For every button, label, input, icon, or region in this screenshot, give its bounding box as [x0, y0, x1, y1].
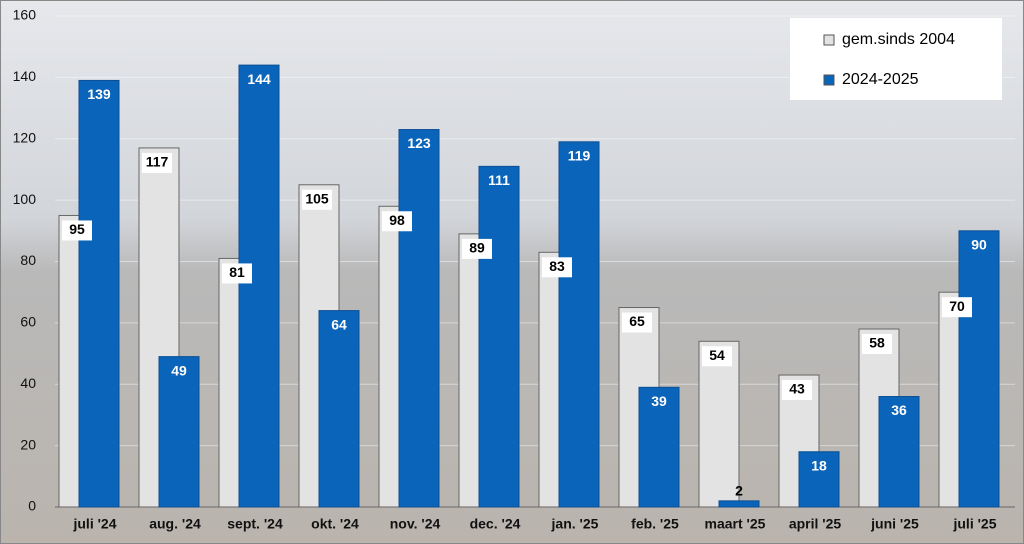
data-label-box — [542, 257, 572, 278]
y-tick-label: 60 — [20, 314, 36, 330]
bar — [638, 386, 680, 508]
data-label: 81 — [229, 264, 245, 280]
x-tick-label: juli '25 — [952, 516, 996, 532]
data-label-box — [782, 380, 812, 401]
bar — [398, 129, 440, 508]
x-tick-label: sept. '24 — [227, 516, 283, 532]
y-tick-label: 160 — [13, 7, 37, 23]
bar — [798, 451, 840, 508]
data-label: 64 — [331, 316, 347, 332]
data-label: 144 — [247, 71, 271, 87]
data-label-box — [862, 334, 892, 355]
y-tick-label: 120 — [13, 129, 37, 145]
x-tick-label: april '25 — [789, 516, 842, 532]
data-label: 111 — [488, 172, 510, 188]
data-label: 119 — [568, 148, 591, 164]
y-tick-label: 80 — [20, 252, 36, 268]
data-label: 39 — [651, 393, 667, 409]
data-label-box — [942, 297, 972, 318]
y-tick-label: 0 — [28, 498, 36, 514]
bar — [318, 310, 360, 508]
y-tick-label: 140 — [13, 68, 37, 84]
bar — [158, 356, 200, 508]
data-label: 49 — [171, 362, 187, 378]
data-label-box — [142, 152, 172, 173]
data-label-box — [382, 211, 412, 232]
x-tick-label: juli '24 — [72, 516, 116, 532]
data-label: 58 — [869, 335, 885, 351]
data-label: 43 — [789, 381, 805, 397]
data-label: 70 — [949, 298, 965, 314]
bar — [238, 64, 280, 508]
data-label: 18 — [811, 457, 827, 473]
x-tick-label: maart '25 — [705, 516, 766, 532]
x-tick-label: aug. '24 — [149, 516, 201, 532]
bar — [958, 230, 1000, 508]
data-label: 105 — [305, 190, 329, 206]
bar — [878, 396, 920, 508]
bar — [698, 340, 740, 508]
x-tick-label: okt. '24 — [311, 516, 359, 532]
y-tick-label: 40 — [20, 375, 36, 391]
data-label: 65 — [629, 313, 645, 329]
legend-label: gem.sinds 2004 — [842, 31, 955, 48]
data-label: 117 — [146, 154, 169, 170]
bar — [78, 79, 120, 508]
data-label: 89 — [469, 240, 485, 256]
data-label: 139 — [87, 86, 111, 102]
data-label: 83 — [549, 258, 565, 274]
x-tick-label: nov. '24 — [390, 516, 441, 532]
legend-box — [790, 18, 1002, 100]
data-label-box — [462, 238, 492, 259]
x-tick-label: dec. '24 — [470, 516, 521, 532]
data-label: 90 — [971, 237, 987, 253]
legend-swatch — [823, 74, 835, 86]
data-label-box — [222, 263, 252, 284]
bar — [558, 141, 600, 508]
x-tick-label: juni '25 — [870, 516, 919, 532]
bar — [718, 500, 760, 508]
data-label: 123 — [407, 135, 431, 151]
data-label: 95 — [69, 221, 85, 237]
legend-swatch — [823, 34, 835, 46]
data-label: 36 — [891, 402, 907, 418]
legend-label: 2024-2025 — [842, 71, 919, 88]
x-tick-label: feb. '25 — [631, 516, 679, 532]
data-label-box — [62, 220, 92, 241]
y-tick-label: 100 — [13, 191, 37, 207]
data-label: 98 — [389, 212, 405, 228]
data-label: 2 — [735, 483, 743, 499]
data-label: 54 — [709, 347, 725, 363]
data-label-box — [702, 346, 732, 367]
data-label-box — [302, 189, 332, 210]
bar — [478, 165, 520, 508]
y-tick-label: 20 — [20, 436, 36, 452]
data-label-box — [622, 312, 652, 333]
x-tick-label: jan. '25 — [551, 516, 599, 532]
